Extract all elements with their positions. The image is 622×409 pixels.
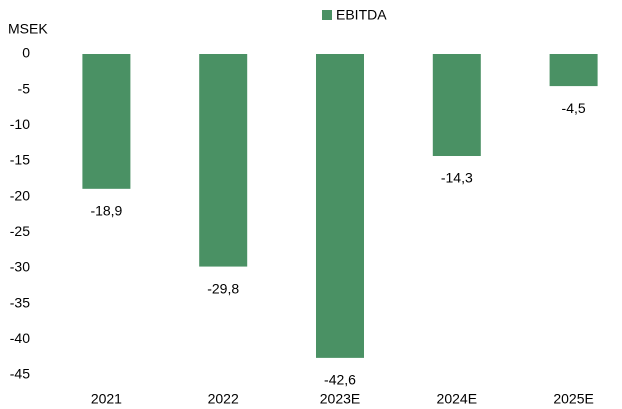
- x-tick-label: 2021: [91, 391, 122, 407]
- x-tick-label: 2024E: [437, 391, 477, 407]
- y-tick-label: -20: [10, 187, 30, 203]
- y-tick-label: -15: [10, 152, 30, 168]
- legend-swatch: [322, 10, 332, 20]
- bar: [316, 54, 364, 358]
- y-tick-label: -25: [10, 223, 30, 239]
- x-tick-label: 2022: [208, 391, 239, 407]
- y-tick-label: -40: [10, 330, 30, 346]
- bar: [432, 54, 481, 157]
- bar: [549, 54, 598, 87]
- y-tick-label: 0: [22, 45, 30, 61]
- data-label: -42,6: [324, 372, 356, 388]
- data-label: -14,3: [441, 170, 473, 186]
- y-tick-label: -30: [10, 259, 30, 275]
- y-tick-label: -10: [10, 116, 30, 132]
- y-tick-label: -35: [10, 294, 30, 310]
- y-tick-label: -45: [10, 366, 30, 382]
- legend-label: EBITDA: [336, 7, 387, 23]
- data-label: -18,9: [90, 203, 122, 219]
- data-label: -4,5: [562, 100, 586, 116]
- bar: [82, 54, 131, 189]
- x-tick-label: 2023E: [320, 391, 360, 407]
- y-axis-label: MSEK: [8, 21, 48, 37]
- data-label: -29,8: [207, 280, 239, 296]
- bar: [199, 54, 248, 267]
- x-tick-label: 2025E: [553, 391, 593, 407]
- y-tick-label: -5: [18, 80, 31, 96]
